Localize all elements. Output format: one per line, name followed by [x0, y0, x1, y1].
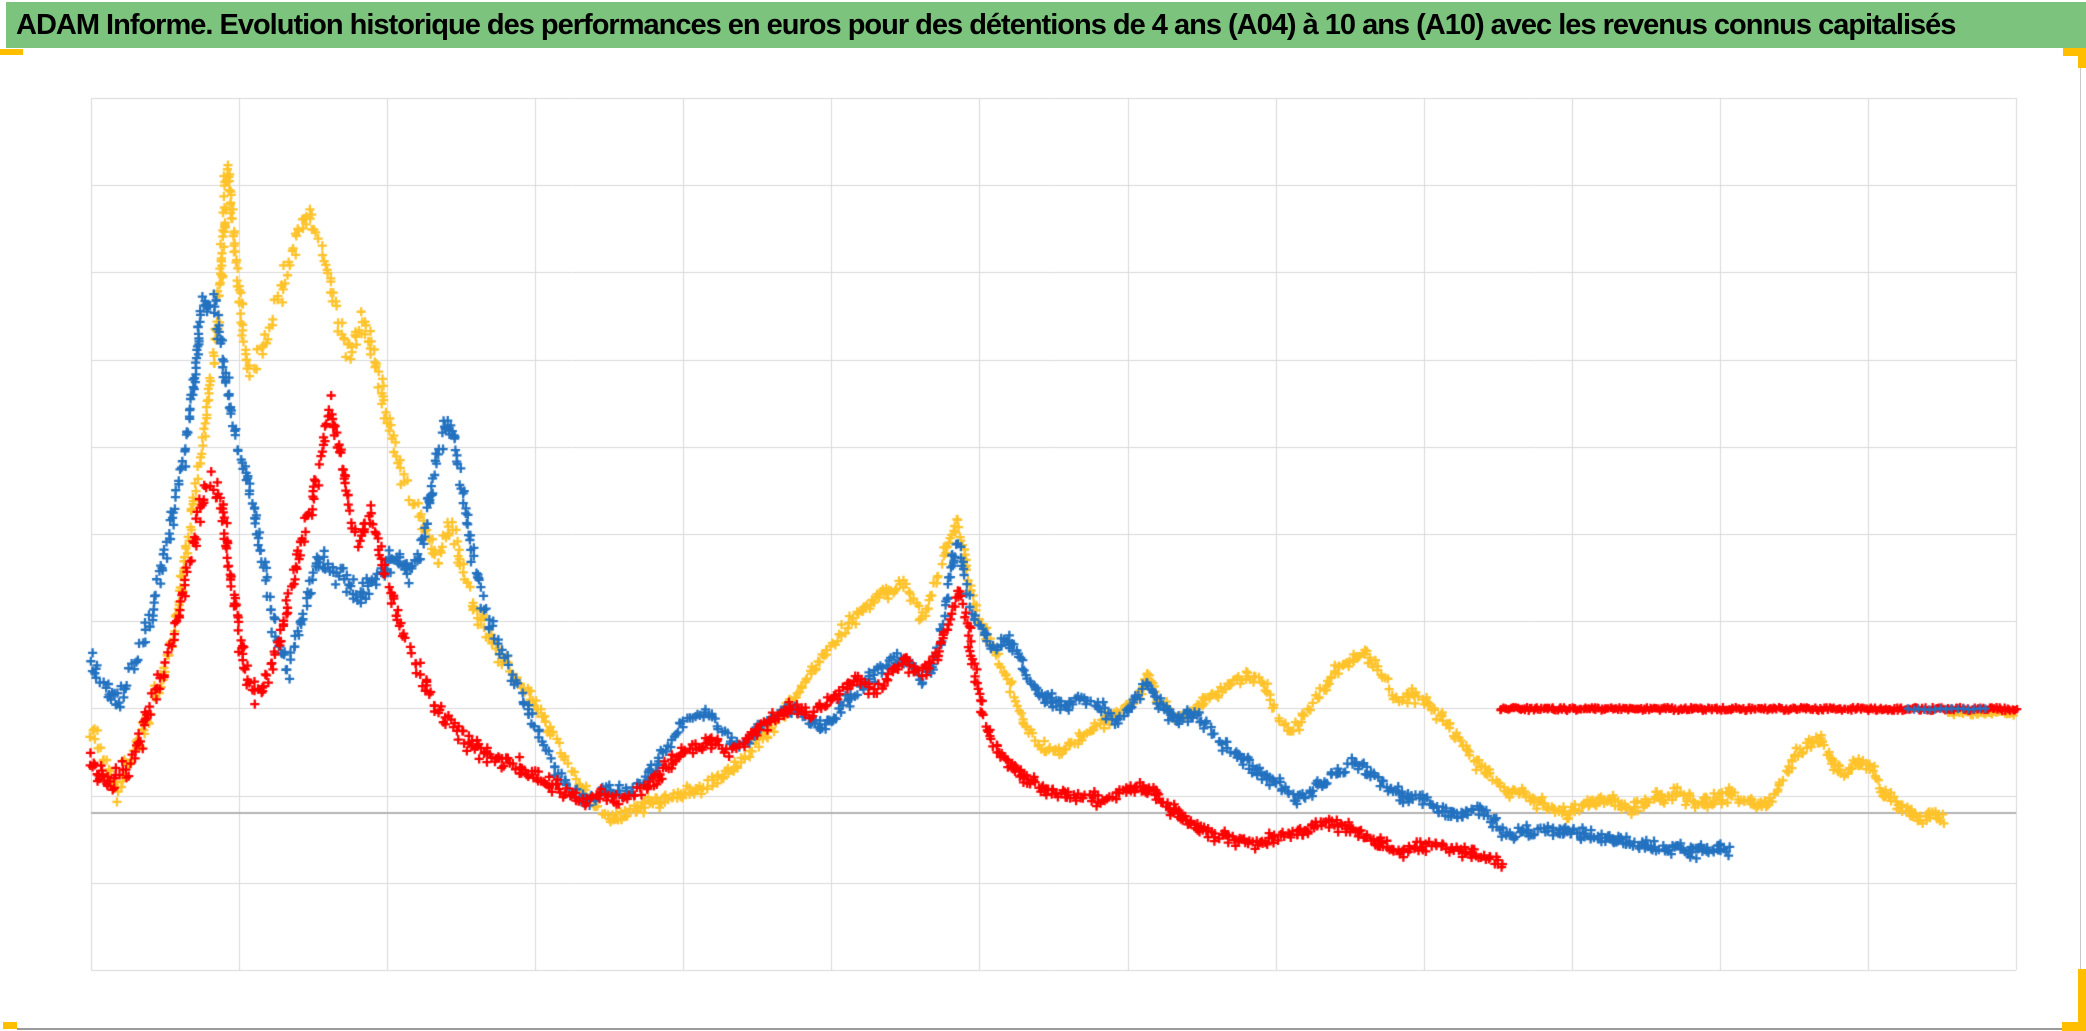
- corner-accent-top-right-horizontal: [2063, 48, 2086, 56]
- page-border-right: [2080, 56, 2081, 1029]
- corner-accent-bottom-left: [3, 1022, 17, 1029]
- title-bar: ADAM Informe. Evolution historique des p…: [6, 2, 2086, 48]
- corner-accent-top-right-vertical: [2078, 48, 2086, 68]
- corner-accent-bottom-right-vertical: [2078, 969, 2086, 1031]
- page-border-bottom: [17, 1028, 2086, 1030]
- corner-accent-bottom-right-horizontal: [2062, 1022, 2086, 1031]
- corner-accent-top-left: [0, 49, 23, 55]
- page-title: ADAM Informe. Evolution historique des p…: [16, 9, 1956, 41]
